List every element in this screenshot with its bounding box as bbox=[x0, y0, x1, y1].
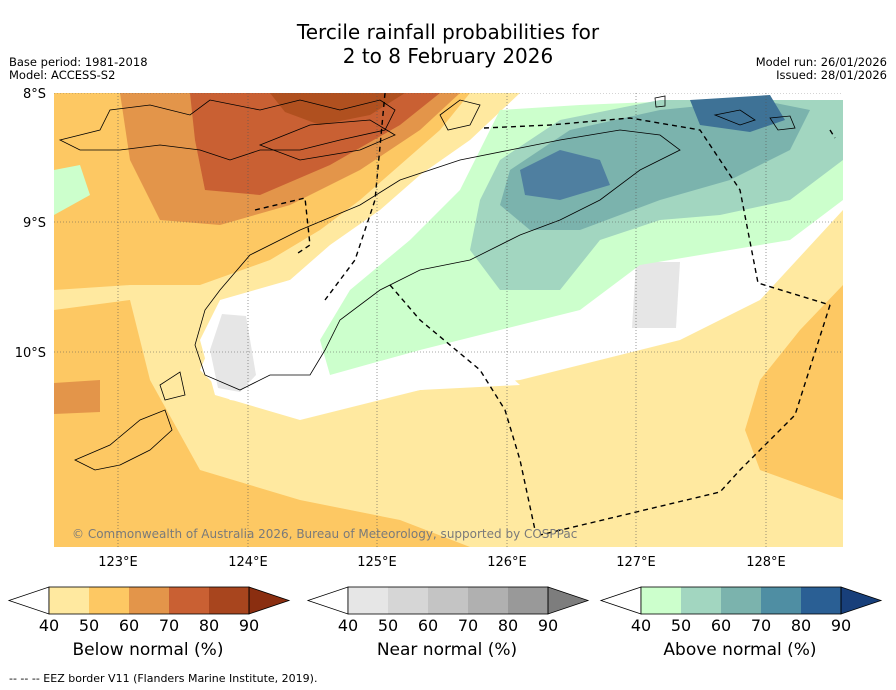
below-normal-60-region-southwest bbox=[54, 380, 100, 414]
colorbar-tick-label: 90 bbox=[239, 616, 259, 635]
coastlines bbox=[58, 95, 796, 471]
colorbar-tick-label: 60 bbox=[119, 616, 139, 635]
colorbar-frame bbox=[48, 586, 250, 615]
colorbar-label-above-normal: Above normal (%) bbox=[663, 640, 817, 660]
axis-labels: 8°S 9°S 10°S 123°E 124°E 125°E 126°E 127… bbox=[15, 87, 786, 570]
near-normal-40-region-west bbox=[210, 314, 256, 392]
lon-label-125e: 125°E bbox=[357, 555, 397, 570]
colorbar-tick-label: 60 bbox=[711, 616, 731, 635]
colorbar-segment bbox=[169, 587, 209, 614]
colorbar-left-arrow bbox=[306, 586, 349, 615]
above-normal-40-region-west bbox=[54, 165, 90, 215]
colorbar-tick-label: 90 bbox=[538, 616, 558, 635]
lat-label-10s: 10°S bbox=[15, 346, 46, 361]
colorbar-tick-label: 40 bbox=[39, 616, 59, 635]
colorbar-segment bbox=[388, 587, 428, 614]
base-period: Base period: 1981-2018 bbox=[9, 55, 148, 69]
near-normal-40-region-east bbox=[632, 262, 680, 328]
colorbar-segment bbox=[89, 587, 129, 614]
lat-label-9s: 9°S bbox=[23, 216, 46, 231]
colorbar-frame bbox=[347, 586, 549, 615]
lon-label-128e: 128°E bbox=[746, 555, 786, 570]
colorbar-label-near-normal: Near normal (%) bbox=[376, 640, 518, 660]
colorbar-above-normal: 40 50 60 70 80 90 bbox=[599, 586, 883, 635]
colorbar-tick-label: 60 bbox=[418, 616, 438, 635]
colorbar-segment bbox=[681, 587, 721, 614]
colorbar-segment bbox=[348, 587, 388, 614]
colorbar-left-arrow bbox=[599, 586, 642, 615]
colorbar-frame bbox=[640, 586, 842, 615]
colorbar-tick-label: 80 bbox=[791, 616, 811, 635]
colorbar-segment bbox=[721, 587, 761, 614]
above-normal-70-region-south bbox=[520, 150, 610, 200]
above-normal-70-region-north bbox=[690, 95, 785, 132]
colorbar-segment bbox=[428, 587, 468, 614]
colorbar-right-arrow bbox=[248, 586, 291, 615]
colorbar-tick-label: 50 bbox=[79, 616, 99, 635]
copyright-text: © Commonwealth of Australia 2026, Bureau… bbox=[72, 527, 577, 541]
colorbar-segment bbox=[641, 587, 681, 614]
below-normal-50-region-south bbox=[54, 300, 470, 547]
below-normal-50-region-southeast bbox=[745, 285, 843, 500]
colorbar-tick-label: 40 bbox=[631, 616, 651, 635]
lat-label-8s: 8°S bbox=[23, 87, 46, 102]
lon-label-126e: 126°E bbox=[487, 555, 527, 570]
colorbar-segment bbox=[508, 587, 548, 614]
colorbar-tick-label: 50 bbox=[671, 616, 691, 635]
title-line-1: Tercile rainfall probabilities for bbox=[296, 20, 600, 44]
colorbar-below-normal: 40 50 60 70 80 90 bbox=[7, 586, 291, 635]
colorbar-right-arrow bbox=[547, 586, 590, 615]
model-run: Model run: 26/01/2026 bbox=[755, 55, 887, 69]
lon-label-123e: 123°E bbox=[98, 555, 138, 570]
colorbar-tick-label: 90 bbox=[831, 616, 851, 635]
colorbar-left-arrow bbox=[7, 586, 50, 615]
colorbar-tick-label: 40 bbox=[338, 616, 358, 635]
meta-left: Base period: 1981-2018 Model: ACCESS-S2 bbox=[9, 56, 148, 82]
eez-borders bbox=[254, 93, 836, 536]
meta-right: Model run: 26/01/2026 Issued: 28/01/2026 bbox=[756, 56, 887, 82]
colorbar-segment bbox=[801, 587, 841, 614]
colorbar-near-normal: 40 50 60 70 80 90 bbox=[306, 586, 590, 635]
colorbar-label-below-normal: Below normal (%) bbox=[72, 640, 224, 660]
lon-label-124e: 124°E bbox=[228, 555, 268, 570]
footer-note: -- -- -- EEZ border V11 (Flanders Marine… bbox=[9, 672, 318, 685]
above-normal-60-region bbox=[500, 100, 810, 230]
colorbar-tick-label: 50 bbox=[378, 616, 398, 635]
colorbar-right-arrow bbox=[840, 586, 883, 615]
colorbar-segment bbox=[209, 587, 249, 614]
page-title: Tercile rainfall probabilities for 2 to … bbox=[0, 20, 896, 68]
colorbar-tick-label: 70 bbox=[458, 616, 478, 635]
colorbar-tick-label: 80 bbox=[199, 616, 219, 635]
colorbar-tick-label: 70 bbox=[751, 616, 771, 635]
colorbar-segment bbox=[49, 587, 89, 614]
colorbar-segment bbox=[468, 587, 508, 614]
colorbar-tick-label: 70 bbox=[159, 616, 179, 635]
gridlines bbox=[54, 93, 843, 547]
model-name: Model: ACCESS-S2 bbox=[9, 68, 116, 82]
colorbar-tick-label: 80 bbox=[498, 616, 518, 635]
colorbar-segment bbox=[761, 587, 801, 614]
map-area bbox=[54, 93, 843, 547]
issued-date: Issued: 28/01/2026 bbox=[776, 68, 887, 82]
title-line-2: 2 to 8 February 2026 bbox=[342, 44, 554, 68]
colorbar-segment bbox=[129, 587, 169, 614]
lon-label-127e: 127°E bbox=[616, 555, 656, 570]
below-normal-70-region bbox=[190, 93, 440, 195]
